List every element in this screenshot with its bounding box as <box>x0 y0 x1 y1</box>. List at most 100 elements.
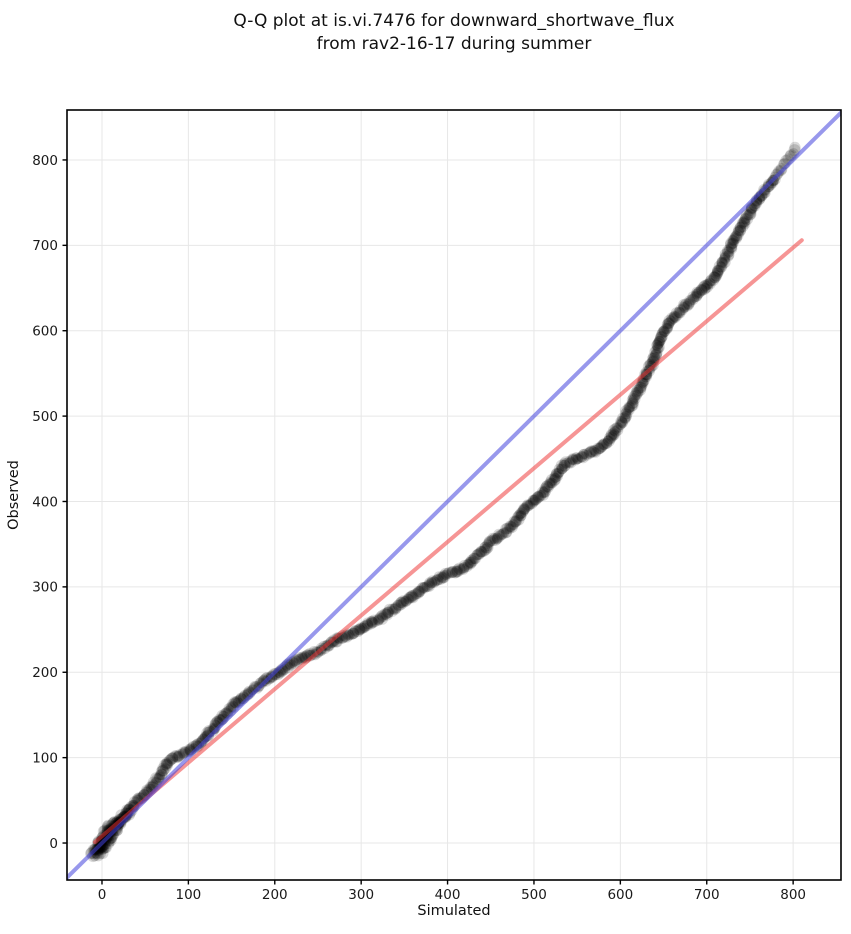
qq-point <box>457 563 469 575</box>
qq-point <box>590 447 602 458</box>
qq-point <box>482 542 494 554</box>
qq-point <box>570 454 581 466</box>
qq-point <box>732 224 744 236</box>
qq-point <box>542 481 554 493</box>
y-tick-label: 600 <box>32 324 58 340</box>
qq-point <box>737 217 748 229</box>
qq-point <box>374 612 386 624</box>
qq-point <box>588 444 600 456</box>
qq-point <box>553 463 565 475</box>
qq-point <box>652 338 664 349</box>
qq-point <box>650 345 662 356</box>
qq-point <box>668 310 681 323</box>
qq-point <box>621 410 632 422</box>
qq-point <box>658 325 669 336</box>
qq-point <box>388 603 400 615</box>
qq-point <box>421 581 432 592</box>
qq-point <box>597 438 609 450</box>
qq-point <box>604 432 616 444</box>
qq-point <box>145 781 156 792</box>
qq-point <box>734 221 747 233</box>
qq-point <box>634 383 647 396</box>
qq-point <box>722 250 734 262</box>
qq-point <box>97 847 109 860</box>
qq-point <box>359 620 370 632</box>
qq-point <box>683 298 695 311</box>
qq-point <box>715 261 728 273</box>
qq-point <box>577 451 590 464</box>
qq-point <box>576 451 588 463</box>
qq-point <box>479 541 492 554</box>
qq-point <box>473 548 485 560</box>
qq-point <box>631 384 644 397</box>
qq-point <box>739 215 751 227</box>
qq-point <box>624 401 635 413</box>
qq-point <box>375 611 387 623</box>
qq-point <box>789 141 801 153</box>
qq-point <box>550 468 563 481</box>
qq-point <box>231 695 243 707</box>
qq-point <box>160 763 171 775</box>
qq-point <box>432 573 444 586</box>
qq-point <box>749 200 761 212</box>
qq-point <box>627 397 639 409</box>
qq-point <box>552 471 563 482</box>
qq-point <box>655 331 667 344</box>
qq-point <box>357 622 369 634</box>
qq-point <box>294 653 305 665</box>
qq-point <box>711 267 724 280</box>
qq-point <box>429 576 441 587</box>
qq-point <box>392 600 404 611</box>
qq-point <box>549 470 562 483</box>
qq-point <box>649 351 661 363</box>
qq-point <box>518 504 530 516</box>
qq-point <box>458 562 469 574</box>
qq-point <box>439 567 452 580</box>
qq-point <box>603 435 614 446</box>
qq-point <box>515 510 527 522</box>
qq-point <box>407 591 419 604</box>
qq-point <box>355 622 367 634</box>
qq-point <box>738 217 751 230</box>
qq-point <box>547 477 558 489</box>
qq-point <box>690 290 702 302</box>
qq-point <box>629 393 641 405</box>
qq-point <box>615 415 627 428</box>
qq-point <box>745 204 757 216</box>
qq-point <box>594 442 606 454</box>
qq-point <box>652 337 665 350</box>
qq-point <box>698 280 711 292</box>
qq-point <box>631 387 644 399</box>
qq-point <box>173 749 186 761</box>
qq-point <box>356 623 368 635</box>
qq-point <box>161 758 173 770</box>
qq-point <box>475 546 487 558</box>
qq-point <box>483 535 496 548</box>
qq-point <box>723 246 735 258</box>
qq-point <box>677 304 689 316</box>
qq-point <box>521 499 533 511</box>
qq-point <box>510 514 523 527</box>
qq-point <box>654 333 667 346</box>
qq-point <box>629 389 642 401</box>
qq-point <box>610 422 622 435</box>
qq-point <box>541 480 553 492</box>
qq-point <box>472 549 484 561</box>
qq-point <box>451 564 463 576</box>
qq-point <box>621 408 633 420</box>
qq-point <box>485 535 497 547</box>
qq-point <box>723 249 735 261</box>
qq-point <box>538 487 550 498</box>
qq-point <box>403 592 415 603</box>
qq-point <box>736 220 749 233</box>
qq-point <box>362 619 374 630</box>
qq-point <box>154 772 165 783</box>
qq-point <box>497 528 509 540</box>
qq-point <box>518 503 530 515</box>
x-tick-label: 800 <box>780 887 806 903</box>
qq-point <box>166 752 179 765</box>
qq-point <box>741 213 754 226</box>
qq-point <box>501 527 512 538</box>
qq-point <box>376 609 388 621</box>
qq-point <box>738 216 750 228</box>
